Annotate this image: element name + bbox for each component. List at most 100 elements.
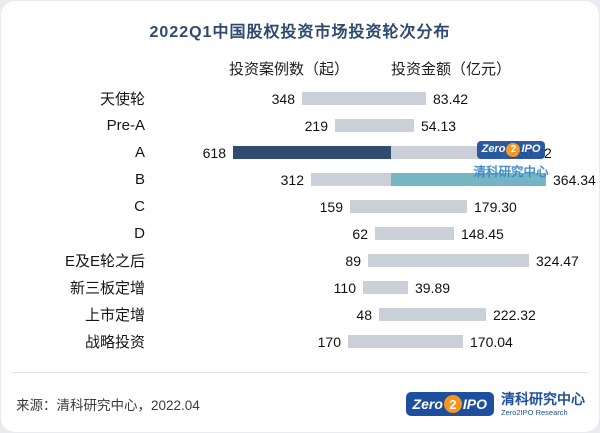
chart-row: 战略投资 170 170.04 [1,328,599,355]
amount-bar [391,335,463,348]
amount-bar [391,281,408,294]
amount-value: 364.34 [553,171,596,188]
badge-two-circle: 2 [443,395,462,413]
amount-zone: 170.04 [391,334,599,350]
footer-org-en: Zero2IPO Research [501,407,568,417]
cases-zone: 62 [153,226,391,242]
category-label: D [134,225,145,242]
amount-bar [391,119,414,132]
cases-zone: 348 [153,91,391,107]
amount-zone: 222.32 [391,307,599,323]
zero2ipo-badge: Zero 2 IPO [476,140,546,159]
chart-row: Pre-A 219 54.13 [1,112,599,139]
amount-zone: 364.34 [391,172,599,188]
cases-bar [302,92,391,105]
watermark-org-cn: 清科研究中心 [473,164,549,179]
amount-zone: 83.42 [391,91,599,107]
cases-value: 618 [202,144,226,161]
amount-value: 179.30 [474,198,517,215]
cases-bar [375,227,391,240]
amount-bar [391,200,467,213]
amount-zone: 148.45 [391,226,599,242]
amount-value: 222.32 [493,306,536,323]
chart-row: C 159 179.30 [1,193,599,220]
cases-value: 48 [356,306,372,323]
badge-two-circle: 2 [506,142,521,157]
category-label: 战略投资 [84,334,145,351]
cases-value: 159 [319,198,343,215]
cases-bar [311,173,391,186]
badge-zero-text: Zero [481,143,506,155]
category-label: B [134,171,145,188]
cases-value: 312 [280,171,304,188]
amount-value: 148.45 [461,225,504,242]
cases-bar [379,308,391,321]
cases-bar [233,146,391,159]
footer-org-cn: 清科研究中心 [501,391,585,408]
category-label: 上市定增 [84,307,145,324]
cases-zone: 110 [153,280,391,296]
amount-bar [391,308,486,321]
amount-zone: 324.47 [391,253,599,269]
cases-zone: 170 [153,334,391,350]
chart-row: B 312 364.34 [1,166,599,193]
cases-zone: 312 [153,172,391,188]
amount-bar [391,92,426,105]
amount-value: 83.42 [433,90,469,107]
badge-zero-text: Zero [412,396,443,412]
category-label: A [134,144,145,161]
cases-bar [363,281,391,294]
cases-zone: 618 [153,145,391,161]
cases-zone: 48 [153,307,391,323]
cases-value: 62 [352,225,368,242]
badge-ipo-text: IPO [521,143,541,155]
cases-bar [350,200,391,213]
cases-bar [335,119,391,132]
amount-value: 54.13 [421,117,457,134]
cases-zone: 159 [153,199,391,215]
column-headers: 投资案例数（起） 投资金额（亿元） [1,58,599,78]
amount-bar [391,146,502,159]
footer-divider [11,372,589,373]
col-header-amount: 投资金额（亿元） [391,61,512,78]
cases-zone: 89 [153,253,391,269]
footer: 来源：清科研究中心，2022.04 Zero 2 IPO 清科研究中心 Zero2I… [16,383,585,425]
cases-value: 110 [333,279,356,296]
watermark-org-en: Zero2IPO Research [479,179,543,187]
chart-row: 天使轮 348 83.42 [1,85,599,112]
tornado-chart: 天使轮34883.42Pre-A21954.13A618260.32B31236… [1,85,599,355]
category-label: C [134,198,145,215]
cases-value: 170 [317,333,341,350]
category-label: E及E轮之后 [64,253,145,270]
watermark-logo: Zero 2 IPO 清科研究中心 Zero2IPO Research [461,139,561,187]
amount-value: 39.89 [415,279,451,296]
chart-title: 2022Q1中国股权投资市场投资轮次分布 [149,24,451,41]
amount-value: 170.04 [470,333,513,350]
chart-row: D 62 148.45 [1,220,599,247]
amount-zone: 54.13 [391,118,599,134]
footer-logo-text: 清科研究中心 Zero2IPO Research [501,391,585,416]
col-header-cases: 投资案例数（起） [229,61,350,78]
amount-value: 324.47 [536,252,579,269]
category-label: 天使轮 [99,91,145,108]
cases-value: 348 [271,90,295,107]
category-label: Pre-A [106,117,145,134]
amount-zone: 179.30 [391,199,599,215]
amount-bar [391,173,546,186]
cases-bar [348,335,391,348]
cases-bar [368,254,391,267]
cases-zone: 219 [153,118,391,134]
zero2ipo-footer-logo: Zero 2 IPO 清科研究中心 Zero2IPO Research [405,391,585,417]
chart-row: 新三板定增 110 39.89 [1,274,599,301]
zero2ipo-badge: Zero 2 IPO [405,392,494,416]
cases-value: 89 [345,252,361,269]
chart-row: 上市定增 48 222.32 [1,301,599,328]
cases-value: 219 [304,117,328,134]
source-text: 来源：清科研究中心，2022.04 [16,398,200,413]
amount-bar [391,254,529,267]
category-label: 新三板定增 [69,280,145,297]
amount-zone: 39.89 [391,280,599,296]
badge-ipo-text: IPO [462,396,487,412]
chart-row: E及E轮之后 89 324.47 [1,247,599,274]
